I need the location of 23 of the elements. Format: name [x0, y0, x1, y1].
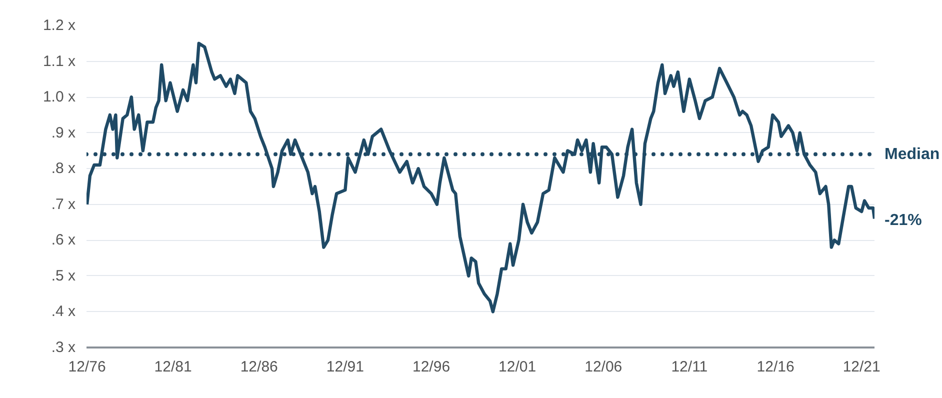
x-tick-label: 12/11: [671, 358, 708, 376]
y-tick-label: .9 x: [51, 124, 76, 142]
x-tick-label: 12/96: [412, 358, 450, 376]
x-tick-label: 12/01: [498, 358, 536, 376]
y-tick-label: .6 x: [51, 232, 76, 249]
ref-line-label: Median: [884, 146, 940, 163]
y-tick-label: .8 x: [51, 160, 76, 178]
y-tick-label: .4 x: [51, 303, 76, 320]
y-tick-label: 1.1 x: [42, 52, 76, 70]
line-series: [86, 42, 874, 314]
x-tick-label: 12/06: [584, 358, 622, 376]
x-tick-label: 12/91: [326, 358, 364, 376]
x-tick-label: 12/21: [842, 358, 880, 376]
text: -21%: [884, 212, 922, 229]
y-tick-label: 1.0 x: [42, 88, 76, 106]
x-tick-label: 12/76: [68, 358, 106, 376]
x-tick-label: 12/81: [154, 358, 192, 376]
y-tick-label: .7 x: [51, 196, 76, 213]
x-tick-label: 12/86: [240, 358, 278, 376]
y-tick-label: .5 x: [51, 267, 76, 284]
x-tick-label: 12/16: [756, 358, 794, 376]
y-tick-label: 1.2 x: [42, 17, 76, 34]
y-tick-label: .3 x: [51, 339, 76, 356]
